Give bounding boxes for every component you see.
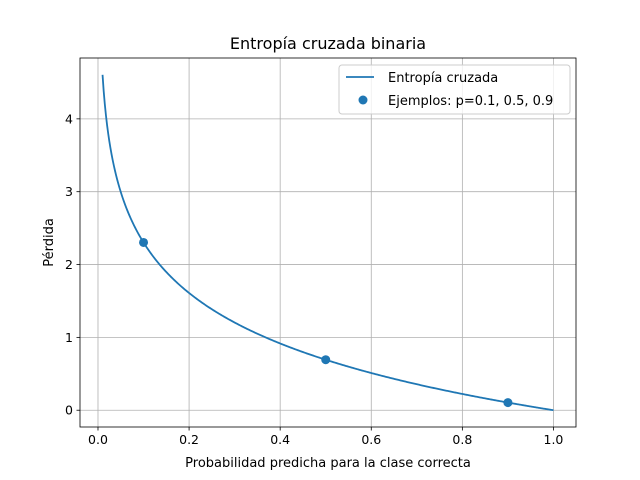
legend-label-scatter: Ejemplos: p=0.1, 0.5, 0.9	[388, 94, 553, 109]
x-tick-label: 0.6	[361, 432, 381, 447]
ticks: 0.0 0.2 0.4 0.6 0.8 1.0 0 1 2 3 4	[65, 111, 563, 447]
plot-frame	[79, 57, 577, 428]
x-tick-label: 0.8	[452, 432, 472, 447]
x-tick-label: 1.0	[544, 432, 564, 447]
x-axis-label: Probabilidad predicha para la clase corr…	[185, 456, 471, 471]
y-tick-label: 1	[65, 330, 73, 345]
example-point	[139, 237, 149, 247]
series-layer	[101, 74, 554, 412]
legend-box	[338, 64, 571, 115]
y-tick-label: 0	[65, 403, 73, 418]
example-point	[503, 398, 513, 408]
legend: Entropía cruzada Ejemplos: p=0.1, 0.5, 0…	[338, 64, 571, 115]
plot-area	[80, 58, 576, 427]
y-tick-label: 4	[65, 111, 73, 126]
example-point	[321, 355, 331, 365]
chart-title: Entropía cruzada binaria	[230, 34, 426, 53]
y-tick-label: 2	[65, 257, 73, 272]
y-tick-label: 3	[65, 184, 73, 199]
x-tick-label: 0.4	[270, 432, 290, 447]
grid	[80, 58, 576, 427]
x-tick-label: 0.0	[88, 432, 108, 447]
legend-marker-swatch	[358, 95, 368, 105]
y-axis-label: Pérdida	[42, 218, 57, 267]
x-tick-label: 0.2	[179, 432, 199, 447]
legend-label-line: Entropía cruzada	[388, 71, 498, 86]
